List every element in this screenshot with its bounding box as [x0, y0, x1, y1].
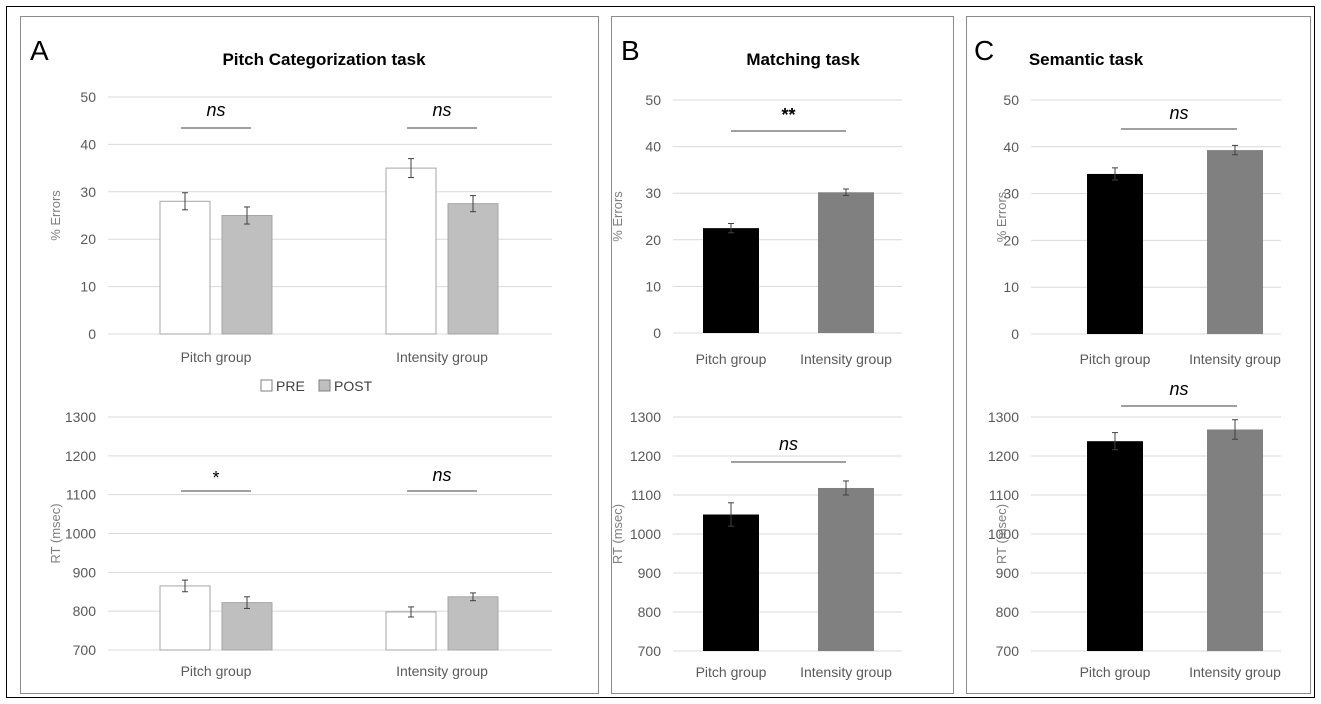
a-rt-ytick-label: 1300 [65, 409, 96, 425]
b-errors-ylabel: % Errors [610, 191, 625, 242]
legend-pre-swatch [260, 379, 273, 392]
a-rt-ytick-label: 1000 [65, 526, 96, 542]
c-errors-ytick-label: 0 [1011, 326, 1019, 342]
a-errors-bar-pre [159, 200, 211, 335]
b-rt-xtick-label: Intensity group [800, 664, 892, 680]
c-rt-ytick-label: 1300 [988, 409, 1019, 425]
c-rt-bar-pitch [1087, 441, 1143, 651]
c-errors-ytick-label: 50 [1003, 92, 1019, 108]
a-errors-bar-pre [385, 167, 437, 335]
b-rt-ytick-label: 1100 [631, 487, 661, 503]
a-errors-xtick-label: Pitch group [181, 349, 252, 365]
c-rt-ytick-label: 1000 [988, 526, 1019, 542]
b-errors-ytick-label: 50 [645, 92, 661, 108]
c-errors-ytick-label: 10 [1003, 279, 1019, 295]
a-rt-bar-post [447, 596, 499, 651]
b-rt-xtick-label: Pitch group [696, 664, 767, 680]
a-errors-xtick-label: Intensity group [396, 349, 488, 365]
a-rt-ytick-label: 900 [73, 564, 97, 580]
c-rt-significance-label: ns [1169, 379, 1188, 399]
b-rt-ytick-label: 1000 [630, 526, 661, 542]
b-errors-xtick-label: Intensity group [800, 351, 892, 367]
panel-a [20, 16, 599, 694]
a-rt-ytick-label: 800 [73, 603, 97, 619]
c-rt-ytick-label: 800 [996, 604, 1020, 620]
c-errors-bar-intensity [1207, 150, 1263, 334]
b-rt-significance-label: ns [779, 434, 798, 454]
a-errors-ytick-label: 10 [80, 279, 96, 295]
a-rt-ytick-label: 1200 [65, 448, 96, 464]
a-errors-bar-post [221, 215, 273, 335]
c-errors-significance-label: ns [1169, 103, 1188, 123]
panel-b-title: Matching task [746, 50, 860, 69]
a-errors-ylabel: % Errors [48, 190, 63, 241]
b-rt-ytick-label: 800 [638, 604, 662, 620]
c-errors-ytick-label: 40 [1003, 139, 1019, 155]
b-rt-ytick-label: 900 [638, 565, 662, 581]
a-rt-bar-post [221, 602, 273, 651]
a-errors-ytick-label: 50 [80, 89, 96, 105]
a-rt-significance-label: ns [432, 465, 451, 485]
a-rt-ytick-label: 700 [73, 642, 97, 658]
b-rt-bar-pitch [703, 514, 759, 651]
b-errors-significance-label: ** [781, 105, 795, 125]
a-rt-ytick-label: 1100 [66, 487, 96, 503]
legend-post-swatch [318, 379, 331, 392]
b-errors-ytick-label: 10 [645, 278, 661, 294]
c-rt-bar-intensity [1207, 429, 1263, 651]
c-rt-ytick-label: 700 [996, 643, 1020, 659]
a-errors-ytick-label: 0 [88, 326, 96, 342]
a-errors-bar-post [447, 203, 499, 335]
a-errors-ytick-label: 40 [80, 136, 96, 152]
panel-c-letter: C [974, 35, 994, 66]
figure-frame [6, 6, 1315, 698]
c-errors-ytick-label: 20 [1003, 232, 1019, 248]
c-errors-ytick-label: 30 [1003, 186, 1019, 202]
panel-a-title: Pitch Categorization task [222, 50, 426, 69]
c-rt-ylabel: RT (msec) [994, 504, 1009, 564]
a-rt-xtick-label: Pitch group [181, 663, 252, 679]
b-errors-ytick-label: 40 [645, 139, 661, 155]
a-errors-ytick-label: 20 [80, 231, 96, 247]
c-rt-xtick-label: Intensity group [1189, 664, 1281, 680]
b-rt-ytick-label: 700 [638, 643, 662, 659]
b-rt-ytick-label: 1300 [630, 409, 661, 425]
b-errors-xtick-label: Pitch group [696, 351, 767, 367]
c-rt-xtick-label: Pitch group [1080, 664, 1151, 680]
c-errors-xtick-label: Intensity group [1189, 351, 1281, 367]
a-rt-ylabel: RT (msec) [48, 503, 63, 563]
c-errors-xtick-label: Pitch group [1080, 351, 1151, 367]
panel-a-letter: A [30, 35, 49, 66]
a-errors-significance-label: ns [432, 100, 451, 120]
c-rt-ytick-label: 1200 [988, 448, 1019, 464]
b-rt-ylabel: RT (msec) [610, 504, 625, 564]
b-rt-ytick-label: 1200 [630, 448, 661, 464]
b-errors-ytick-label: 20 [645, 232, 661, 248]
legend-post-label: POST [334, 378, 373, 394]
panel-b-letter: B [621, 35, 640, 66]
b-errors-bar-intensity [818, 192, 874, 333]
b-errors-bar-pitch [703, 228, 759, 333]
c-rt-ytick-label: 900 [996, 565, 1020, 581]
panel-c-title: Semantic task [1029, 50, 1144, 69]
a-rt-bar-pre [385, 611, 437, 651]
c-errors-ylabel: % Errors [994, 191, 1009, 242]
a-rt-xtick-label: Intensity group [396, 663, 488, 679]
b-errors-ytick-label: 30 [645, 185, 661, 201]
b-rt-bar-intensity [818, 487, 874, 651]
c-errors-bar-pitch [1087, 173, 1143, 334]
b-errors-ytick-label: 0 [653, 325, 661, 341]
a-errors-significance-label: ns [206, 100, 225, 120]
legend-pre-label: PRE [276, 378, 305, 394]
a-errors-ytick-label: 30 [80, 184, 96, 200]
a-rt-bar-pre [159, 585, 211, 651]
panel-b [611, 16, 954, 694]
c-rt-ytick-label: 1100 [989, 487, 1019, 503]
a-rt-significance-label: * [212, 468, 219, 488]
